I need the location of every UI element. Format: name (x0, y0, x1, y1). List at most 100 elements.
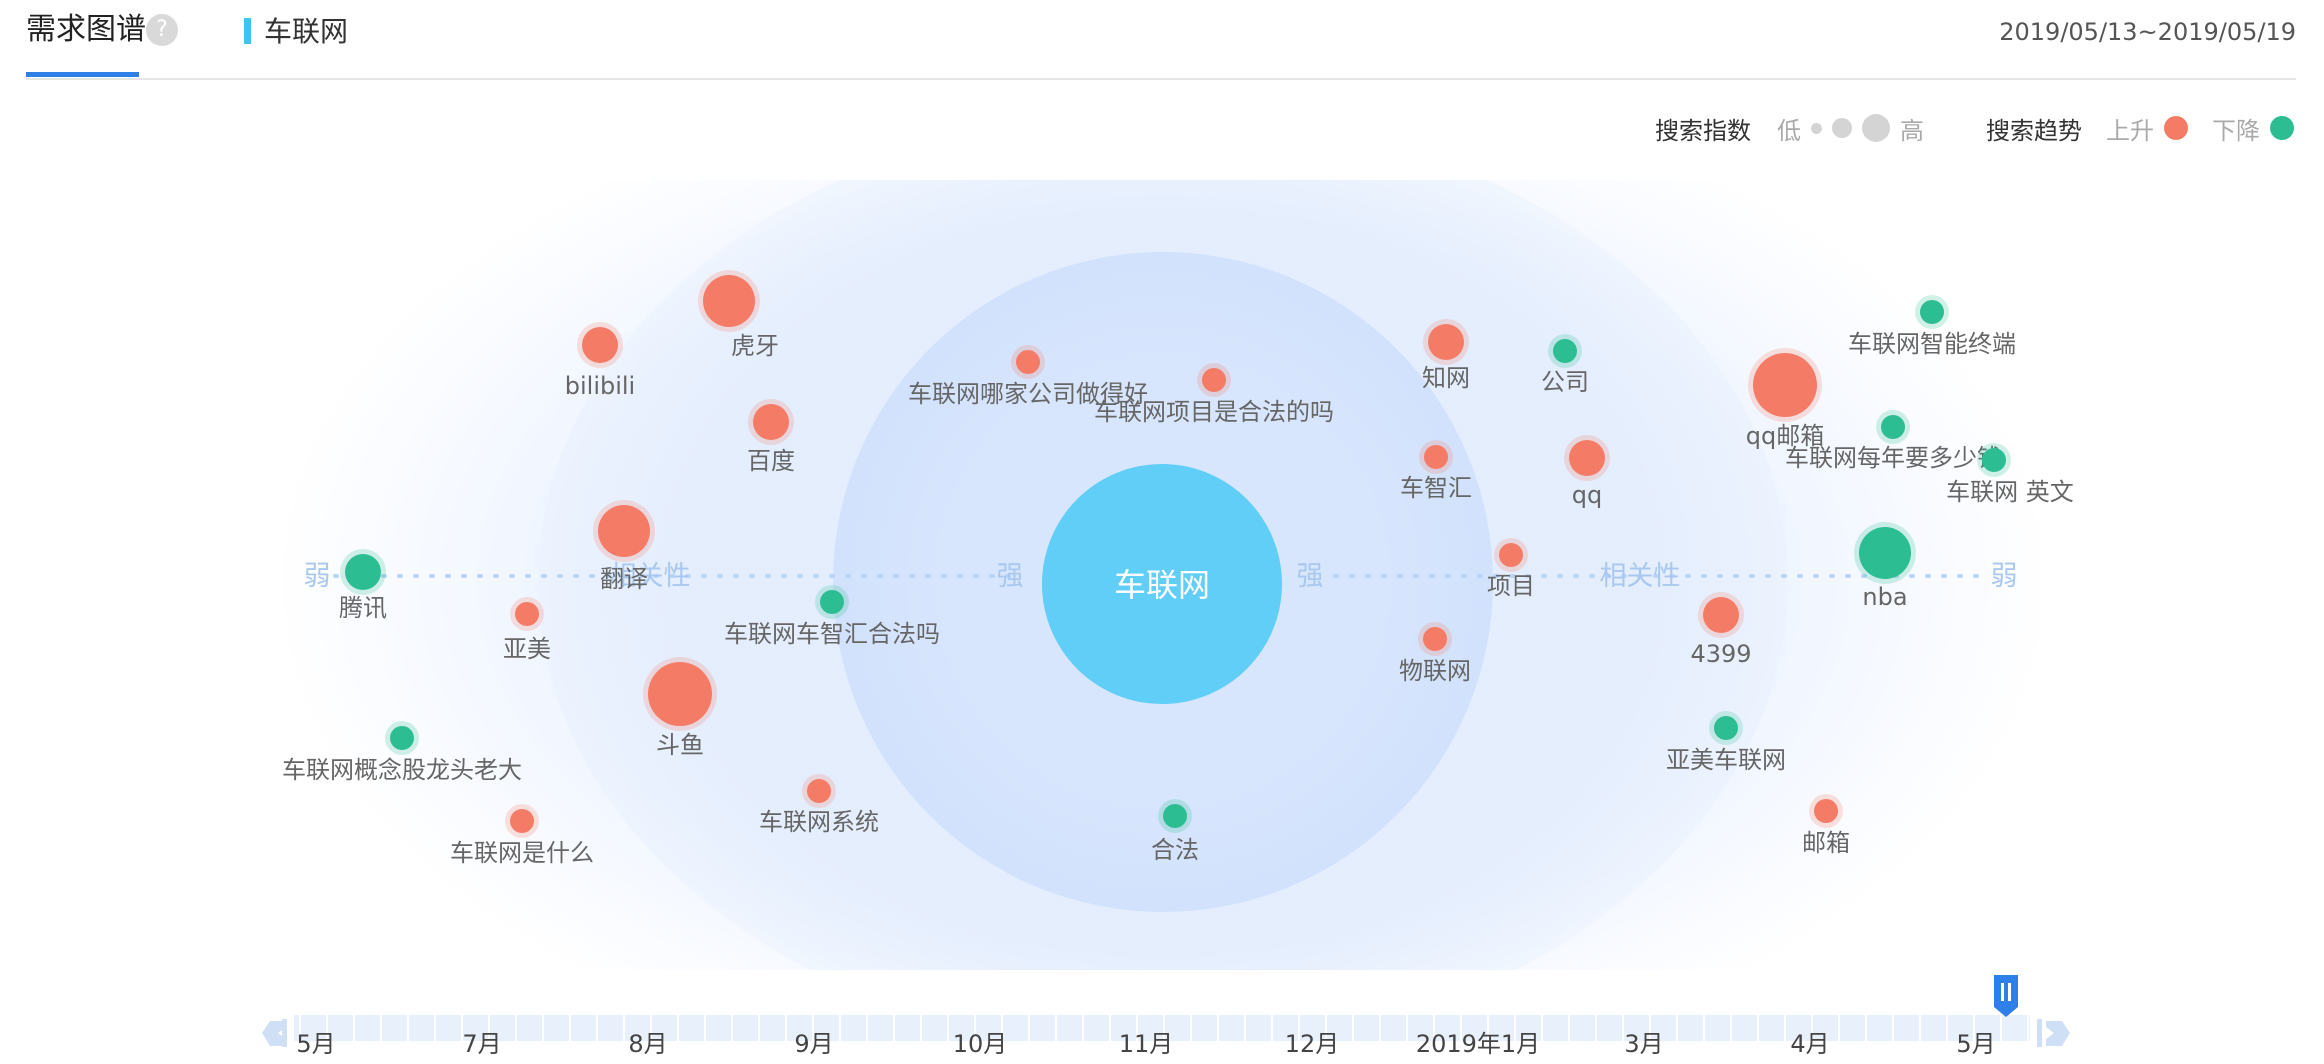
legend-high-label: 高 (1900, 116, 1924, 145)
keyword-node-label[interactable]: qq (1572, 481, 1602, 509)
keyword-node[interactable] (1428, 324, 1464, 360)
keyword-node[interactable] (807, 779, 831, 803)
timeline-month-label[interactable]: 11月 (1119, 1030, 1174, 1058)
keyword-node-label[interactable]: 车联网哪家公司做得好 (908, 380, 1148, 408)
keyword-node-label[interactable]: 车联网智能终端 (1848, 330, 2016, 358)
keyword-node[interactable] (510, 809, 534, 833)
chevron-right-icon[interactable] (2046, 1021, 2070, 1046)
keyword-node-label[interactable]: 车联网是什么 (450, 839, 594, 867)
timeline-month-label[interactable]: 8月 (628, 1030, 667, 1058)
keyword-node-label[interactable]: 车联网概念股龙头老大 (282, 756, 522, 784)
keyword-node[interactable] (703, 275, 755, 327)
timeline-month-label[interactable]: 4月 (1790, 1030, 1829, 1058)
keyword-node[interactable] (1163, 804, 1187, 828)
keyword-node[interactable] (1982, 448, 2006, 472)
keyword-node[interactable] (1714, 716, 1738, 740)
timeline-month-label[interactable]: 12月 (1285, 1030, 1340, 1058)
keyword-node[interactable] (582, 327, 618, 363)
keyword-node-label[interactable]: 腾讯 (339, 594, 387, 622)
legend-up-dot (2164, 116, 2188, 140)
keyword-node-label[interactable]: qq邮箱 (1746, 422, 1824, 450)
keyword-node[interactable] (390, 726, 414, 750)
keyword-node-label[interactable]: 百度 (747, 447, 795, 475)
keyword-node[interactable] (1814, 799, 1838, 823)
center-keyword-label: 车联网 (1114, 566, 1210, 604)
keyword-node-label[interactable]: 亚美 (503, 635, 551, 663)
timeline-month-label[interactable]: 7月 (462, 1030, 501, 1058)
axis-weak-left: 弱 (304, 561, 331, 592)
keyword-label: 车联网 (264, 15, 349, 48)
keyword-node[interactable] (1424, 445, 1448, 469)
center-keyword-node[interactable] (1042, 464, 1282, 704)
keyword-node-label[interactable]: 邮箱 (1802, 829, 1850, 857)
keyword-node-label[interactable]: 项目 (1487, 572, 1535, 600)
keyword-node[interactable] (1569, 440, 1605, 476)
timeline-month-label[interactable]: 5月 (1956, 1030, 1995, 1058)
keyword-node-label[interactable]: nba (1862, 583, 1907, 611)
keyword-node-label[interactable]: 翻译 (600, 565, 648, 593)
keyword-node[interactable] (1920, 300, 1944, 324)
keyword-node-label[interactable]: 车智汇 (1400, 474, 1472, 502)
timeline-track[interactable] (294, 1015, 2030, 1041)
keyword-node-label[interactable]: 车联网系统 (759, 808, 879, 836)
keyword-node-label[interactable]: 合法 (1151, 836, 1199, 864)
active-tab-indicator (26, 72, 139, 77)
keyword-node[interactable] (1499, 543, 1523, 567)
keyword-node-label[interactable]: 物联网 (1399, 657, 1471, 685)
legend-size-small (1811, 122, 1822, 134)
keyword-node[interactable] (820, 590, 844, 614)
keyword-node-label[interactable]: bilibili (565, 372, 635, 400)
header-bar: 需求图谱 ? 车联网 2019/05/13~2019/05/19 (26, 0, 2296, 80)
chevron-left-icon[interactable] (262, 1021, 286, 1046)
date-range: 2019/05/13~2019/05/19 (1999, 18, 2296, 46)
timeline-track-ticks (299, 1015, 2029, 1041)
keyword-node[interactable] (1859, 527, 1911, 579)
keyword-node-label[interactable]: 车联网项目是合法的吗 (1094, 398, 1334, 426)
keyword-node[interactable] (1202, 368, 1226, 392)
keyword-node-label[interactable]: 公司 (1541, 368, 1589, 396)
keyword-node-label[interactable]: 车联网每年要多少钱 (1785, 444, 2001, 472)
keyword-node[interactable] (753, 404, 789, 440)
timeline-month-label[interactable]: 2019年1月 (1416, 1030, 1540, 1058)
legend: 搜索指数 低 高 搜索趋势 上升 下降 (1655, 108, 2294, 148)
keyword-node[interactable] (648, 662, 712, 726)
legend-size-medium (1832, 118, 1852, 138)
tab-demand-graph[interactable]: 需求图谱 (26, 12, 146, 47)
timeline-month-label[interactable]: 9月 (794, 1030, 833, 1058)
legend-up-label: 上升 (2106, 116, 2154, 145)
timeline-month-label[interactable]: 3月 (1624, 1030, 1663, 1058)
legend-low-label: 低 (1777, 116, 1801, 145)
keyword-marker (244, 18, 251, 44)
keyword-node-label[interactable]: 亚美车联网 (1666, 746, 1786, 774)
keyword-node[interactable] (1881, 415, 1905, 439)
legend-trend-label: 搜索趋势 (1986, 116, 2082, 145)
keyword-node-label[interactable]: 车联网车智汇合法吗 (724, 620, 940, 648)
keyword-node-label[interactable]: 知网 (1422, 364, 1470, 392)
legend-search-index-label: 搜索指数 (1655, 116, 1751, 145)
axis-relevance-left: 相关性 (610, 561, 691, 592)
help-icon[interactable]: ? (146, 14, 178, 46)
keyword-node[interactable] (1703, 597, 1739, 633)
keyword-node-label[interactable]: 车联网 英文 (1946, 478, 2074, 506)
timeline-left-bracket[interactable] (282, 1019, 287, 1047)
axis-strong-right: 强 (1297, 561, 1324, 592)
timeline-month-label[interactable]: 5月 (296, 1030, 335, 1058)
keyword-node[interactable] (1553, 339, 1577, 363)
keyword-node-label[interactable]: 斗鱼 (656, 731, 704, 759)
timeline-labels: 5月 7月 8月 9月 10月 11月 12月 2019年1月 3月 4月 5月 (296, 1030, 1995, 1058)
legend-down-label: 下降 (2212, 116, 2260, 145)
timeline-right-bracket[interactable] (2037, 1019, 2042, 1047)
keyword-node[interactable] (1423, 627, 1447, 651)
keyword-node[interactable] (598, 505, 650, 557)
keyword-node[interactable] (1016, 350, 1040, 374)
keyword-node[interactable] (1753, 353, 1817, 417)
timeline-month-label[interactable]: 10月 (953, 1030, 1008, 1058)
keyword-node-label[interactable]: 4399 (1690, 640, 1751, 668)
keyword-node[interactable] (515, 602, 539, 626)
legend-down-dot (2270, 116, 2294, 140)
keyword-node-label[interactable]: 虎牙 (731, 332, 779, 360)
slider-handle-icon[interactable] (1994, 975, 2018, 1017)
keyword-node[interactable] (345, 554, 381, 590)
